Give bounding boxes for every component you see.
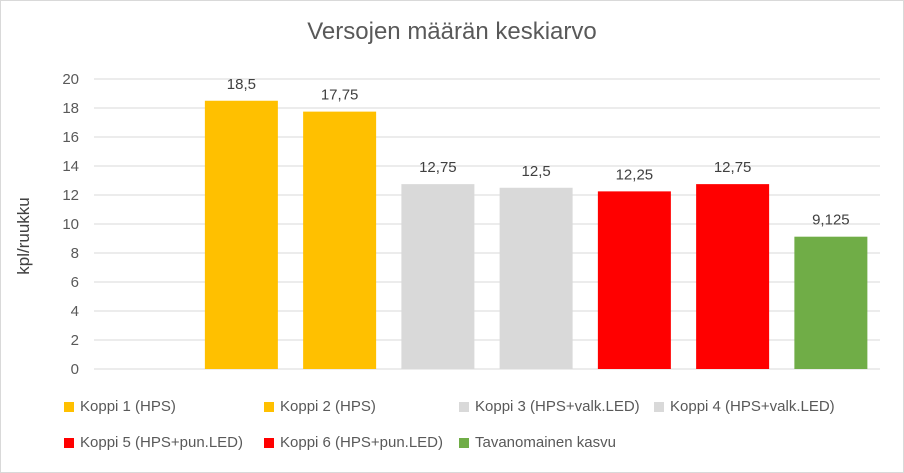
legend-swatch bbox=[264, 401, 274, 412]
y-tick-label: 12 bbox=[62, 187, 79, 204]
legend-item: Koppi 5 (HPS+pun.LED) bbox=[64, 434, 243, 451]
bar bbox=[303, 111, 377, 369]
chart-title: Versojen määrän keskiarvo bbox=[307, 18, 597, 45]
legend-item: Koppi 4 (HPS+valk.LED) bbox=[654, 398, 835, 415]
data-label: 12,25 bbox=[616, 166, 654, 183]
legend-label: Koppi 2 (HPS) bbox=[280, 398, 376, 415]
legend-swatch bbox=[64, 401, 74, 412]
y-tick-label: 18 bbox=[62, 100, 79, 117]
bar bbox=[597, 191, 671, 369]
data-labels: 18,5 17,75 12,75 12,5 12,25 12,75 9,125 bbox=[227, 76, 850, 229]
y-tick-label: 10 bbox=[62, 216, 79, 233]
y-tick-label: 6 bbox=[71, 274, 79, 291]
legend-label: Koppi 1 (HPS) bbox=[80, 398, 176, 415]
y-tick-labels: 0 2 4 6 8 10 12 14 16 18 20 bbox=[62, 71, 79, 378]
bar bbox=[204, 100, 278, 369]
legend-item: Tavanomainen kasvu bbox=[459, 434, 616, 451]
data-label: 12,75 bbox=[419, 159, 457, 176]
legend-swatch bbox=[654, 401, 664, 412]
y-tick-label: 2 bbox=[71, 332, 79, 349]
data-label: 12,5 bbox=[522, 163, 551, 180]
legend-label: Koppi 4 (HPS+valk.LED) bbox=[670, 398, 835, 415]
data-label: 9,125 bbox=[812, 212, 850, 229]
legend-item: Koppi 2 (HPS) bbox=[264, 398, 376, 415]
legend-swatch bbox=[264, 437, 274, 448]
legend-label: Tavanomainen kasvu bbox=[475, 434, 616, 451]
bar bbox=[401, 184, 475, 369]
legend-swatch bbox=[459, 437, 469, 448]
legend-label: Koppi 5 (HPS+pun.LED) bbox=[80, 434, 244, 451]
y-tick-label: 16 bbox=[62, 129, 79, 146]
y-tick-label: 14 bbox=[62, 158, 79, 175]
bar bbox=[499, 187, 573, 369]
legend-label: Koppi 6 (HPS+pun.LED) bbox=[280, 434, 444, 451]
data-label: 12,75 bbox=[714, 159, 752, 176]
legend-swatch bbox=[64, 437, 74, 448]
y-tick-label: 0 bbox=[71, 361, 79, 378]
bar bbox=[794, 236, 868, 369]
y-tick-label: 20 bbox=[62, 71, 79, 88]
bar bbox=[696, 184, 770, 369]
legend-label: Koppi 3 (HPS+valk.LED) bbox=[475, 398, 640, 415]
y-tick-label: 4 bbox=[71, 303, 79, 320]
legend-swatch bbox=[459, 401, 469, 412]
y-tick-label: 8 bbox=[71, 245, 79, 262]
legend-item: Koppi 3 (HPS+valk.LED) bbox=[459, 398, 640, 415]
legend-item: Koppi 6 (HPS+pun.LED) bbox=[264, 434, 443, 451]
bars bbox=[204, 100, 868, 369]
data-label: 17,75 bbox=[321, 87, 359, 104]
legend-item: Koppi 1 (HPS) bbox=[64, 398, 176, 415]
data-label: 18,5 bbox=[227, 76, 256, 93]
